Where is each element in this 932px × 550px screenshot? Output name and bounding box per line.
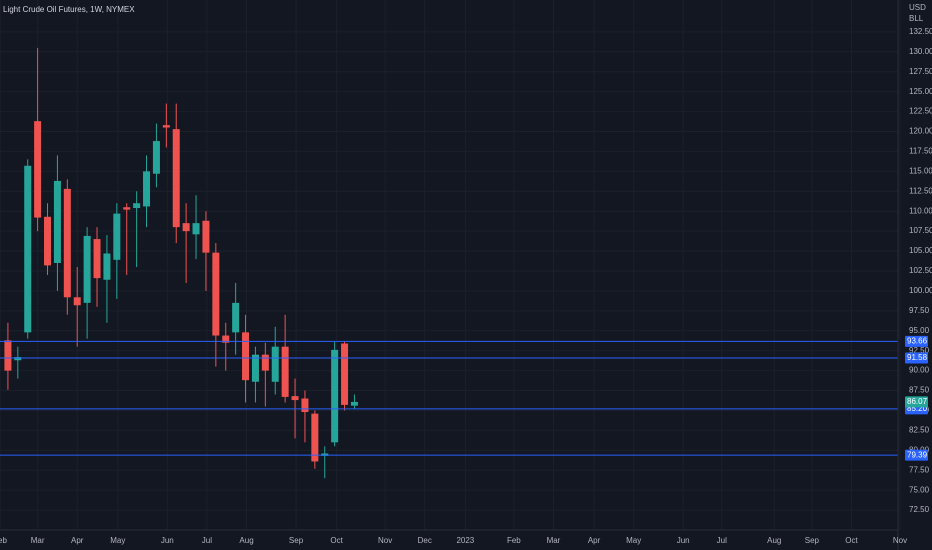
grid	[0, 0, 900, 530]
y-tick-label: 82.50	[909, 425, 930, 434]
candle-body	[83, 235, 91, 303]
candle-body	[123, 207, 131, 210]
candle-body	[162, 125, 170, 128]
chart-title: Light Crude Oil Futures, 1W, NYMEX	[3, 5, 135, 14]
x-tick-label: May	[626, 536, 641, 545]
candle-body	[291, 396, 299, 401]
price-label: 91.58	[907, 353, 928, 362]
candle-body	[341, 343, 349, 405]
y-tick-label: 122.50	[909, 107, 932, 116]
y-tick-label: 105.00	[909, 246, 932, 255]
y-tick-label: 120.00	[909, 127, 932, 136]
candle-body	[281, 346, 289, 397]
y-tick-label: 110.00	[909, 206, 932, 215]
last-price-bg	[905, 396, 928, 408]
candle-body	[271, 346, 279, 382]
candle-body	[152, 141, 160, 174]
y-tick-label: 87.50	[909, 386, 930, 395]
y-tick-label: 100.00	[909, 286, 932, 295]
y-tick-label: 75.00	[909, 485, 930, 494]
x-tick-label: Sep	[289, 536, 304, 545]
x-tick-label: May	[110, 536, 125, 545]
candle-body	[34, 121, 42, 218]
x-tick-label: Apr	[71, 536, 84, 545]
y-tick-label: 77.50	[909, 465, 930, 474]
y-tick-label: 115.00	[909, 166, 932, 175]
price-label: 79.39	[907, 450, 928, 459]
x-tick-label: Mar	[547, 536, 561, 545]
candle-body	[350, 401, 358, 406]
candle-body	[53, 180, 61, 264]
x-tick-label: Oct	[845, 536, 858, 545]
candle-body	[24, 165, 32, 333]
price-label-bg	[905, 449, 928, 461]
candle-body	[182, 223, 190, 232]
candle-body	[14, 357, 22, 361]
candle-body	[133, 203, 141, 209]
candle-body	[93, 239, 101, 279]
candle-body	[331, 349, 339, 443]
candle-body	[192, 223, 200, 235]
candle-body	[73, 297, 81, 306]
candle-body	[103, 253, 111, 280]
x-tick-label: Aug	[767, 536, 781, 545]
last-price-label: 86.07	[907, 397, 928, 406]
price-label: 93.66	[907, 337, 928, 346]
candle-body	[143, 171, 151, 207]
y-tick-label: 107.50	[909, 226, 932, 235]
price-lines	[0, 340, 898, 456]
y-tick-label: 102.50	[909, 266, 932, 275]
x-tick-label: Feb	[0, 536, 7, 545]
x-tick-label: Jul	[202, 536, 212, 545]
x-tick-label: Feb	[507, 536, 521, 545]
candle-body	[4, 340, 12, 371]
candle-body	[202, 220, 210, 253]
y-tick-label: 90.00	[909, 366, 930, 375]
candle-body	[242, 332, 250, 381]
price-label-bg	[905, 352, 928, 364]
y-tick-label: 112.50	[909, 186, 932, 195]
y-tick-label: 117.50	[909, 147, 932, 156]
x-tick-label: Sep	[805, 536, 820, 545]
price-label-bg	[905, 335, 928, 347]
candle-body	[63, 188, 71, 298]
currency: USD	[909, 3, 926, 12]
x-tick-label: Oct	[330, 536, 343, 545]
x-tick-label: Nov	[893, 536, 907, 545]
candle-body	[311, 413, 319, 462]
y-tick-label: 72.50	[909, 505, 930, 514]
y-tick-label: 127.50	[909, 67, 932, 76]
y-tick-label: 97.50	[909, 306, 930, 315]
x-tick-label: Nov	[378, 536, 392, 545]
y-tick-label: 95.00	[909, 326, 930, 335]
x-tick-label: 2023	[456, 536, 474, 545]
x-tick-label: Mar	[31, 536, 45, 545]
candle-body	[212, 252, 220, 336]
candle-body	[251, 354, 259, 382]
candle-body	[232, 302, 240, 333]
candle-body	[172, 129, 180, 228]
y-tick-label: 130.00	[909, 47, 932, 56]
x-tick-label: Apr	[588, 536, 601, 545]
x-tick-label: Jun	[677, 536, 690, 545]
y-tick-label: 132.50	[909, 27, 932, 36]
candle-body	[261, 354, 269, 371]
y-tick-label: 125.00	[909, 87, 932, 96]
candle-body	[222, 335, 230, 343]
candle-body	[301, 398, 309, 413]
x-tick-label: Jul	[717, 536, 727, 545]
price-label: 85.20	[907, 404, 928, 413]
candle-body	[113, 213, 121, 260]
x-tick-label: Jun	[161, 536, 174, 545]
x-tick-label: Dec	[418, 536, 432, 545]
axes: 72.5075.0077.5080.0082.5085.0087.5090.00…	[0, 27, 932, 545]
y-tick-label: 92.50	[909, 346, 930, 355]
candle-body	[44, 216, 52, 266]
x-tick-label: Aug	[239, 536, 253, 545]
unit: BLL	[909, 14, 924, 23]
candles	[4, 47, 358, 479]
